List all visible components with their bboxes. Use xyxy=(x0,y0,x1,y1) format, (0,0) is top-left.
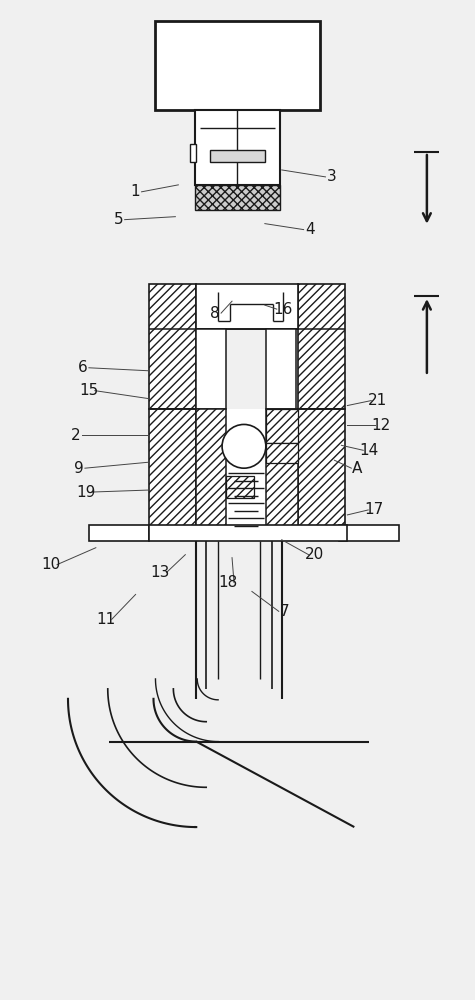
Bar xyxy=(196,329,226,409)
Bar xyxy=(155,21,320,110)
Bar xyxy=(226,476,254,498)
Bar xyxy=(196,284,298,329)
Text: 4: 4 xyxy=(305,222,314,237)
Text: 19: 19 xyxy=(76,485,95,500)
Text: 6: 6 xyxy=(78,360,88,375)
Bar xyxy=(210,150,265,162)
Bar xyxy=(190,144,196,162)
Bar xyxy=(340,525,399,541)
Text: 3: 3 xyxy=(327,169,336,184)
Bar xyxy=(89,525,149,541)
Bar xyxy=(266,409,298,533)
Text: 13: 13 xyxy=(151,565,170,580)
Text: 1: 1 xyxy=(131,184,141,199)
Bar xyxy=(195,185,280,210)
Bar xyxy=(298,284,345,409)
Bar xyxy=(266,443,298,463)
Bar xyxy=(196,409,226,533)
Text: 15: 15 xyxy=(79,383,98,398)
Text: 5: 5 xyxy=(114,212,124,227)
Text: 7: 7 xyxy=(280,604,290,619)
Bar xyxy=(226,409,266,533)
Bar xyxy=(195,110,280,185)
Bar xyxy=(149,284,196,409)
Bar xyxy=(298,409,345,533)
Text: 2: 2 xyxy=(71,428,81,443)
Bar xyxy=(266,409,298,443)
Text: 12: 12 xyxy=(371,418,391,433)
Circle shape xyxy=(222,424,266,468)
Text: 21: 21 xyxy=(368,393,387,408)
Bar xyxy=(149,409,196,533)
Text: 10: 10 xyxy=(41,557,61,572)
Text: 14: 14 xyxy=(360,443,379,458)
Text: 9: 9 xyxy=(74,461,84,476)
Text: 11: 11 xyxy=(96,612,115,627)
Text: 16: 16 xyxy=(273,302,293,317)
Text: 20: 20 xyxy=(305,547,324,562)
Text: 18: 18 xyxy=(218,575,238,590)
Bar xyxy=(266,329,295,409)
Bar xyxy=(149,525,347,541)
Text: A: A xyxy=(352,461,362,476)
Text: 17: 17 xyxy=(365,502,384,517)
Text: 8: 8 xyxy=(210,306,220,321)
